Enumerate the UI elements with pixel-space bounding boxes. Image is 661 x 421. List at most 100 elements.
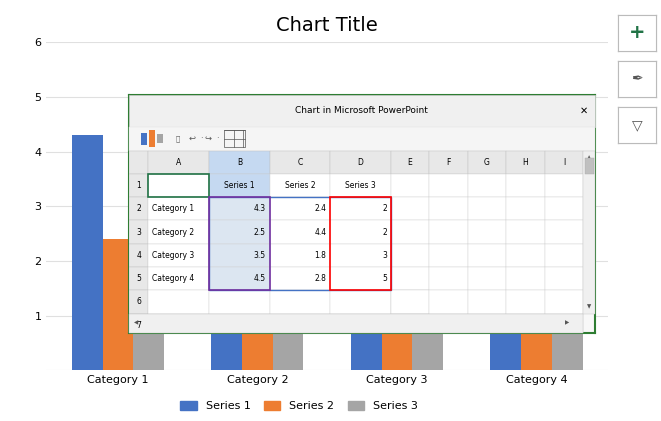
Bar (270, 221, 330, 244)
Bar (212, 234, 242, 370)
Bar (429, 174, 468, 197)
Text: 1.8: 1.8 (315, 251, 327, 260)
Text: ◀: ◀ (134, 320, 137, 325)
Text: ▽: ▽ (632, 118, 642, 132)
Bar (270, 151, 330, 174)
Bar (129, 267, 149, 290)
Bar (506, 267, 545, 290)
Bar (468, 174, 506, 197)
Bar (129, 174, 149, 197)
Bar (242, 130, 273, 370)
Bar (129, 95, 595, 127)
Bar (506, 244, 545, 267)
Bar (468, 221, 506, 244)
Bar (129, 151, 149, 174)
Bar (552, 97, 582, 370)
Bar (391, 314, 429, 337)
Bar (149, 174, 209, 197)
Bar (129, 290, 149, 314)
Text: 5: 5 (136, 274, 141, 283)
Text: ·: · (200, 134, 202, 143)
Text: 1: 1 (136, 181, 141, 190)
Text: E: E (408, 158, 412, 167)
Text: ▲: ▲ (587, 155, 591, 160)
Bar (330, 174, 391, 197)
Bar (149, 290, 209, 314)
Bar (506, 174, 545, 197)
Bar (225, 131, 245, 147)
Bar (545, 151, 583, 174)
Bar (429, 290, 468, 314)
Bar (330, 221, 391, 244)
Text: Category 4: Category 4 (152, 274, 194, 283)
Bar (330, 197, 391, 290)
Bar (149, 221, 209, 244)
Bar (209, 197, 391, 290)
Bar (129, 314, 583, 333)
Bar (209, 197, 270, 290)
Bar (391, 174, 429, 197)
Bar (391, 197, 429, 221)
Bar (270, 267, 330, 290)
Bar (545, 290, 583, 314)
Bar (468, 314, 506, 337)
Bar (391, 314, 429, 337)
Bar (490, 124, 521, 370)
Text: Category 3: Category 3 (152, 251, 194, 260)
Text: 2.5: 2.5 (254, 228, 266, 237)
Text: 🖫: 🖫 (176, 136, 180, 142)
Text: C: C (297, 158, 303, 167)
Bar (270, 290, 330, 314)
Bar (583, 151, 595, 314)
Text: Category 2: Category 2 (152, 228, 194, 237)
Bar (468, 197, 506, 221)
Bar (209, 151, 270, 174)
Bar (270, 174, 330, 197)
Text: G: G (484, 158, 490, 167)
Bar (129, 197, 149, 221)
Text: 4: 4 (136, 251, 141, 260)
Bar (391, 221, 429, 244)
Text: +: + (629, 23, 645, 42)
Bar (468, 267, 506, 290)
Text: ▶: ▶ (565, 320, 569, 325)
Bar (506, 290, 545, 314)
Text: 3: 3 (382, 251, 387, 260)
Text: 6: 6 (136, 297, 141, 306)
Bar (209, 244, 270, 267)
Text: 4.5: 4.5 (254, 274, 266, 283)
Bar (545, 174, 583, 197)
Bar (129, 221, 149, 244)
Text: 4.3: 4.3 (254, 204, 266, 213)
Text: 2.8: 2.8 (315, 274, 327, 283)
Bar (506, 197, 545, 221)
Bar (429, 221, 468, 244)
Bar (381, 272, 412, 370)
Bar (391, 151, 429, 174)
Bar (149, 267, 209, 290)
Bar (521, 217, 552, 370)
Text: ↩: ↩ (188, 134, 195, 143)
Bar (391, 267, 429, 290)
Text: 7: 7 (136, 321, 141, 330)
Bar (149, 244, 209, 267)
Text: ✕: ✕ (580, 106, 588, 116)
Bar (209, 267, 270, 290)
Bar (506, 151, 545, 174)
Text: Category 1: Category 1 (152, 204, 194, 213)
Bar (157, 134, 163, 144)
Text: B: B (237, 158, 242, 167)
Bar (209, 197, 270, 221)
Title: Chart Title: Chart Title (276, 16, 378, 35)
Bar (129, 314, 149, 337)
Bar (545, 221, 583, 244)
Bar (468, 290, 506, 314)
Bar (391, 290, 429, 314)
Bar (141, 133, 147, 145)
Bar (330, 244, 391, 267)
Bar (330, 314, 391, 337)
Text: I: I (563, 158, 565, 167)
Text: H: H (523, 158, 528, 167)
Bar (330, 290, 391, 314)
Bar (351, 179, 381, 370)
